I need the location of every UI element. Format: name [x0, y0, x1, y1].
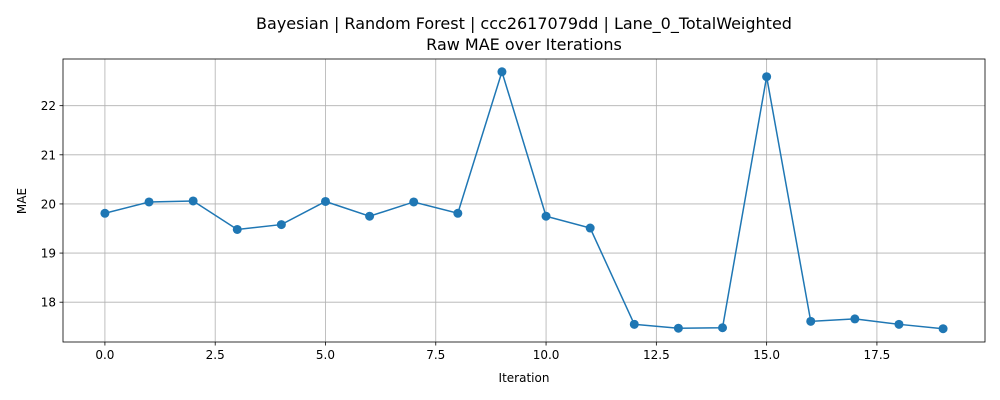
y-tick-label: 22 [41, 99, 56, 113]
x-tick-label: 0.0 [95, 348, 114, 362]
x-tick-label: 12.5 [643, 348, 670, 362]
grid [63, 59, 985, 342]
data-point [453, 208, 463, 218]
data-point [188, 196, 198, 206]
data-point [585, 223, 595, 233]
y-tick-label: 18 [41, 296, 56, 310]
data-point [718, 323, 728, 333]
y-tick-label: 20 [41, 197, 56, 211]
x-tick-label: 2.5 [206, 348, 225, 362]
series-mae [100, 67, 948, 334]
y-tick-label: 21 [41, 148, 56, 162]
x-tick-label: 17.5 [864, 348, 891, 362]
data-point [409, 197, 419, 207]
data-point [320, 196, 330, 206]
x-tick-label: 7.5 [426, 348, 445, 362]
data-point [497, 67, 507, 77]
data-point [629, 319, 639, 329]
data-point [232, 224, 242, 234]
x-tick-label: 15.0 [753, 348, 780, 362]
data-point [894, 319, 904, 329]
series-line [104, 69, 944, 330]
data-point [850, 314, 860, 324]
data-point [365, 211, 375, 221]
data-point [541, 211, 551, 221]
chart-title-line-2: Raw MAE over Iterations [426, 35, 622, 54]
y-tick-label: 19 [41, 247, 56, 261]
data-point [938, 324, 948, 334]
x-tick-label: 10.0 [533, 348, 560, 362]
axis-ticks: 0.0 2.5 5.0 7.5 10.0 12.5 15.0 17.5 18 19 20 21 22 [41, 99, 891, 362]
data-point [673, 323, 683, 333]
data-point [276, 220, 286, 230]
chart-title-line-1: Bayesian | Random Forest | ccc2617079dd … [256, 14, 792, 34]
data-point [100, 208, 110, 218]
x-tick-label: 5.0 [316, 348, 335, 362]
y-axis-label: MAE [15, 188, 29, 214]
data-point [806, 316, 816, 326]
data-point [144, 197, 154, 207]
data-point [762, 72, 772, 82]
x-axis-label: Iteration [499, 371, 550, 385]
plot-frame [62, 58, 986, 343]
